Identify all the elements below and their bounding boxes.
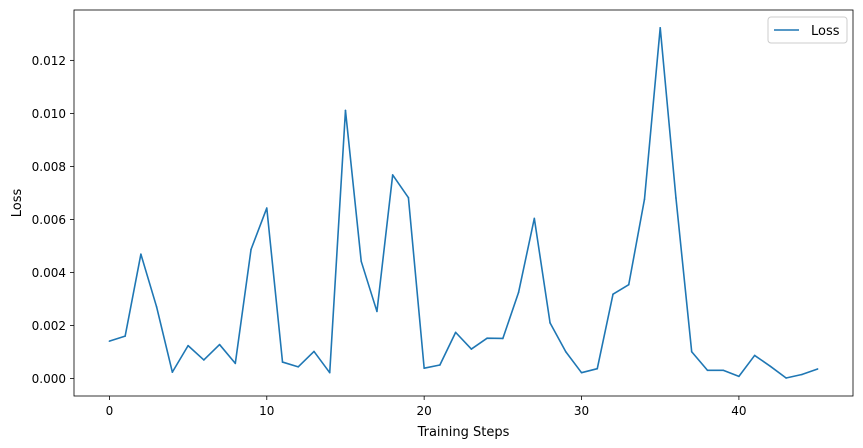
data-point <box>517 291 520 294</box>
data-point <box>108 340 111 342</box>
y-tick-label: 0.012 <box>32 54 66 68</box>
data-point <box>171 371 174 373</box>
plot-area <box>108 26 819 379</box>
y-tick-label: 0.010 <box>32 107 66 121</box>
y-tick-label: 0.006 <box>32 213 66 227</box>
series-line-loss <box>109 26 818 379</box>
data-point <box>218 343 221 346</box>
data-point <box>801 373 803 376</box>
data-point <box>124 335 126 337</box>
data-point <box>769 365 772 368</box>
data-point <box>659 26 662 29</box>
x-tick-label: 40 <box>731 404 746 418</box>
data-point <box>439 364 441 366</box>
x-axis: 0 10 20 30 40 <box>106 396 747 418</box>
data-point <box>250 248 252 251</box>
y-axis: 0.000 0.002 0.004 0.006 0.008 0.010 0.012 <box>32 54 74 386</box>
axes-frame <box>73 9 854 397</box>
x-tick-label: 30 <box>574 404 589 418</box>
data-point <box>376 310 378 313</box>
data-point <box>612 293 614 295</box>
x-tick-label: 0 <box>106 404 114 418</box>
data-point <box>643 198 646 201</box>
legend-box <box>767 16 848 44</box>
data-point <box>816 368 819 370</box>
data-point <box>627 283 630 286</box>
legend: Loss <box>767 16 848 44</box>
data-point <box>564 350 567 353</box>
x-tick-label: 10 <box>259 404 274 418</box>
data-point <box>265 207 268 209</box>
data-point <box>344 109 347 112</box>
y-tick-label: 0.008 <box>32 160 66 174</box>
data-point <box>454 331 457 334</box>
data-point <box>785 377 787 379</box>
data-point <box>360 260 363 263</box>
data-point <box>738 375 740 378</box>
data-point <box>328 371 331 374</box>
data-point <box>706 369 709 372</box>
data-point <box>596 367 599 370</box>
y-tick-label: 0.004 <box>32 266 66 280</box>
data-point <box>203 359 205 361</box>
data-point <box>155 306 158 308</box>
data-point <box>234 362 237 365</box>
data-point <box>187 344 189 347</box>
data-point <box>140 253 142 255</box>
x-axis-label: Training Steps <box>417 425 510 440</box>
data-point <box>470 348 473 350</box>
data-point <box>407 196 410 199</box>
data-point <box>391 174 394 176</box>
y-tick-label: 0.002 <box>32 319 66 333</box>
data-point <box>486 337 488 340</box>
data-point <box>423 367 425 369</box>
y-tick-label: 0.000 <box>32 372 66 386</box>
data-point <box>281 361 284 363</box>
data-point <box>549 322 551 324</box>
data-point <box>533 217 536 220</box>
data-point <box>753 354 756 357</box>
data-point <box>297 366 300 368</box>
data-point <box>313 350 315 353</box>
data-point <box>675 197 677 199</box>
y-axis-label: Loss <box>10 189 25 218</box>
legend-label-loss: Loss <box>811 24 840 39</box>
data-point <box>722 369 724 372</box>
x-tick-label: 20 <box>417 404 432 418</box>
data-point <box>690 350 693 353</box>
data-point <box>580 371 583 374</box>
data-point <box>502 337 504 340</box>
